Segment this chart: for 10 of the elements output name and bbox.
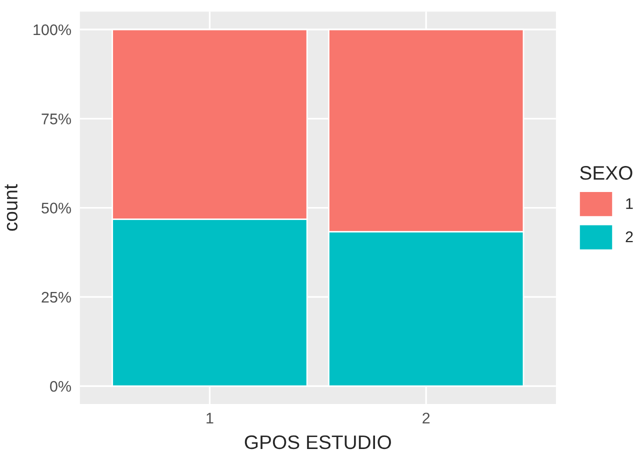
legend-label: 1 [626,198,633,209]
y-tick-label: 0% [50,380,71,392]
y-tick-label: 25% [42,292,71,303]
y-tick-label: 50% [42,202,71,214]
legend-title: SEXO [580,166,632,180]
y-tick-label: 100% [34,24,71,36]
y-tick-label: 75% [42,114,71,124]
y-axis-title: count [4,184,18,231]
legend-label: 2 [626,231,633,242]
x-axis-title: GPOS ESTUDIO [244,435,391,450]
